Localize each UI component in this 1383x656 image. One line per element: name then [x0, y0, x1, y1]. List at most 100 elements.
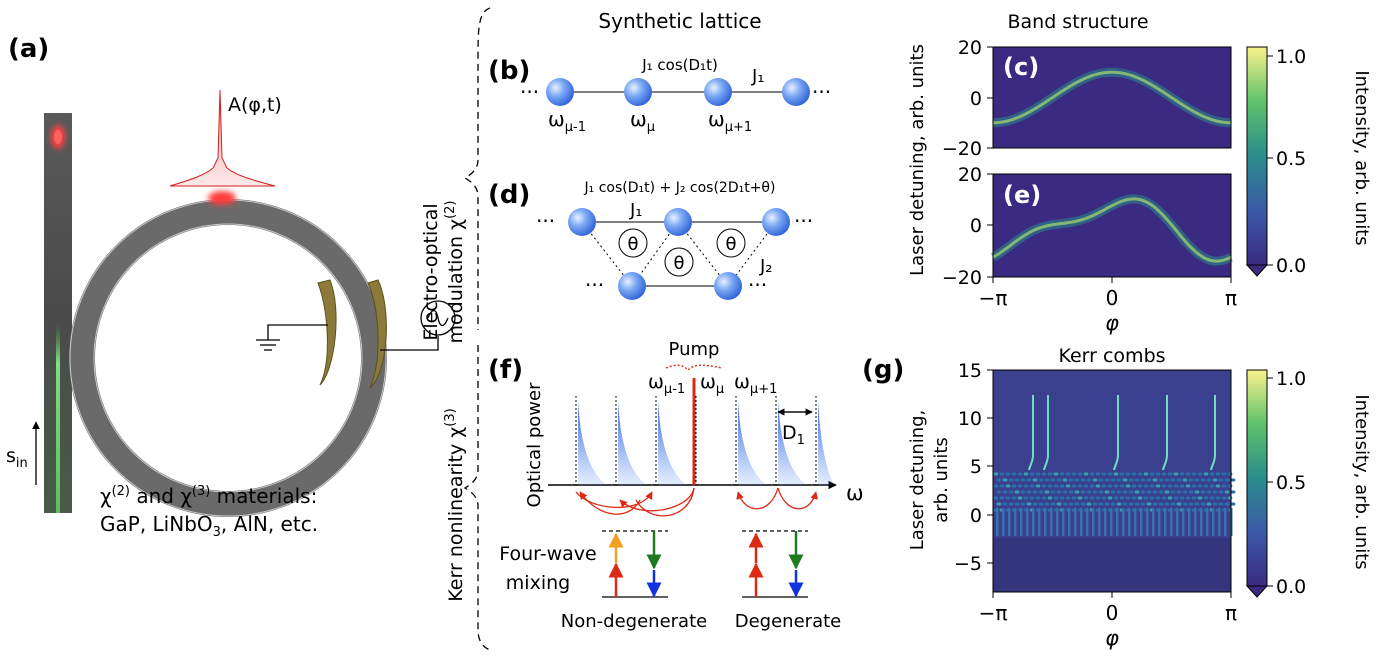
lattice-node: [714, 272, 742, 300]
kerr-ylabel-line1: Laser detuning,: [907, 410, 928, 551]
stripe: [1032, 508, 1035, 536]
chaos-cell: [1131, 472, 1137, 476]
kerr-xticks: [992, 592, 1232, 598]
chaos-cell: [1224, 478, 1230, 482]
chaos-cell: [1215, 472, 1221, 476]
chaos-cell: [1023, 496, 1029, 500]
chaos-cell: [996, 502, 1002, 506]
band-e-yticks: [987, 173, 993, 278]
panel-g: (g) Kerr combs 15 10 5 0 −5 −π 0 π φ Las…: [862, 345, 1372, 650]
kerr-xtick-mid: 0: [1106, 601, 1119, 625]
chaos-cell: [1056, 502, 1062, 506]
chaos-cell: [1020, 478, 1026, 482]
stripe: [1188, 508, 1191, 536]
sine-icon: [427, 309, 449, 327]
chaos-cell: [1188, 502, 1194, 506]
chaos-cell: [1221, 496, 1227, 500]
chaos-cell: [1128, 502, 1134, 506]
soliton-trace: [1113, 395, 1119, 471]
d1-label: D1: [782, 422, 805, 448]
chaos-cell: [1119, 484, 1125, 488]
chaos-cell: [1074, 490, 1080, 494]
chaos-cell: [1194, 490, 1200, 494]
chaos-cell: [1113, 484, 1119, 488]
band-cbar-tick-0: 0.0: [1276, 255, 1306, 277]
kerr-ytick: 10: [958, 408, 982, 430]
chaos-cell: [1152, 490, 1158, 494]
stripe: [1194, 508, 1197, 536]
chaos-cell: [1011, 472, 1017, 476]
chaos-cell: [1062, 490, 1068, 494]
soliton-trace: [1162, 395, 1168, 471]
chaos-cell: [1161, 472, 1167, 476]
chaos-cell: [1035, 484, 1041, 488]
eo-label-line1: Electro-optical: [420, 203, 442, 340]
theta-3: θ: [725, 234, 736, 255]
pump-brace: [665, 364, 723, 371]
chaos-cell: [1206, 502, 1212, 506]
chaos-cell: [1101, 496, 1107, 500]
panel-label-d: (d): [488, 180, 530, 210]
chaos-cell: [1017, 496, 1023, 500]
band-ylabel: Laser detuning, arb. units: [907, 44, 928, 276]
chaos-cell: [1209, 472, 1215, 476]
chaos-cell: [1179, 484, 1185, 488]
chaos-cell: [1155, 484, 1161, 488]
chaos-cell: [1185, 496, 1191, 500]
green-light-line: [56, 325, 60, 513]
chaos-cell: [1149, 472, 1155, 476]
spectrum-xlabel: ω: [846, 481, 864, 505]
chaos-cell: [1014, 502, 1020, 506]
chaos-cell: [1152, 502, 1158, 506]
chaos-cell: [1227, 496, 1233, 500]
chaos-cell: [1134, 478, 1140, 482]
field-profile: [169, 89, 276, 187]
chaos-cell: [1140, 502, 1146, 506]
dots-b-right: ···: [812, 80, 831, 104]
materials-line-2: GaP, LiNbO3, AlN, etc.: [100, 512, 318, 540]
fwm-label-line1: Four-wave: [499, 543, 597, 565]
chaos-cell: [1026, 490, 1032, 494]
chaos-cell: [1170, 478, 1176, 482]
omega-f-c: ωμ+1: [734, 371, 777, 397]
chaos-cell: [1089, 484, 1095, 488]
chaos-cell: [1200, 478, 1206, 482]
stripe: [1158, 508, 1161, 536]
lattice-node: [618, 272, 646, 300]
omega-f-a: ωμ-1: [648, 371, 685, 397]
kerr-cbar-label: Intensity, arb. units: [1351, 394, 1372, 569]
band-cbar-label: Intensity, arb. units: [1351, 70, 1372, 245]
chaos-cell: [1062, 502, 1068, 506]
panel-c-e: Band structure (c) (e) 20 0 −20 20 0 −20…: [907, 11, 1372, 335]
stripe: [1164, 508, 1167, 536]
chaos-cell: [1083, 484, 1089, 488]
kerr-ytick: 15: [958, 360, 982, 382]
chaos-cell: [1071, 484, 1077, 488]
band-cbar-tick-05: 0.5: [1276, 148, 1306, 170]
chaos-cell: [1005, 472, 1011, 476]
ring-resonator: [69, 199, 387, 517]
chaos-cell: [1026, 502, 1032, 506]
chaos-cell: [1218, 478, 1224, 482]
chaos-cell: [1173, 496, 1179, 500]
lattice-node: [762, 208, 790, 236]
chaos-cell: [1230, 490, 1236, 494]
chaos-cell: [1188, 490, 1194, 494]
stripe: [1140, 508, 1143, 536]
chaos-cell: [1128, 478, 1134, 482]
band-colorbar-extend: [1245, 264, 1269, 277]
band-plot-c-bg: [993, 47, 1231, 148]
chaos-cell: [1197, 484, 1203, 488]
chaos-cell: [1101, 484, 1107, 488]
chaos-cell: [1098, 478, 1104, 482]
chaos-cell: [1134, 490, 1140, 494]
chaos-cell: [1038, 478, 1044, 482]
lattice-node: [782, 78, 810, 106]
chaos-cell: [1059, 496, 1065, 500]
stripe: [1056, 508, 1059, 536]
chaos-cell: [1170, 502, 1176, 506]
kerr-xtick-right: π: [1225, 601, 1237, 625]
chaos-cell: [1020, 502, 1026, 506]
chaos-cell: [1068, 478, 1074, 482]
chaos-cell: [1200, 490, 1206, 494]
